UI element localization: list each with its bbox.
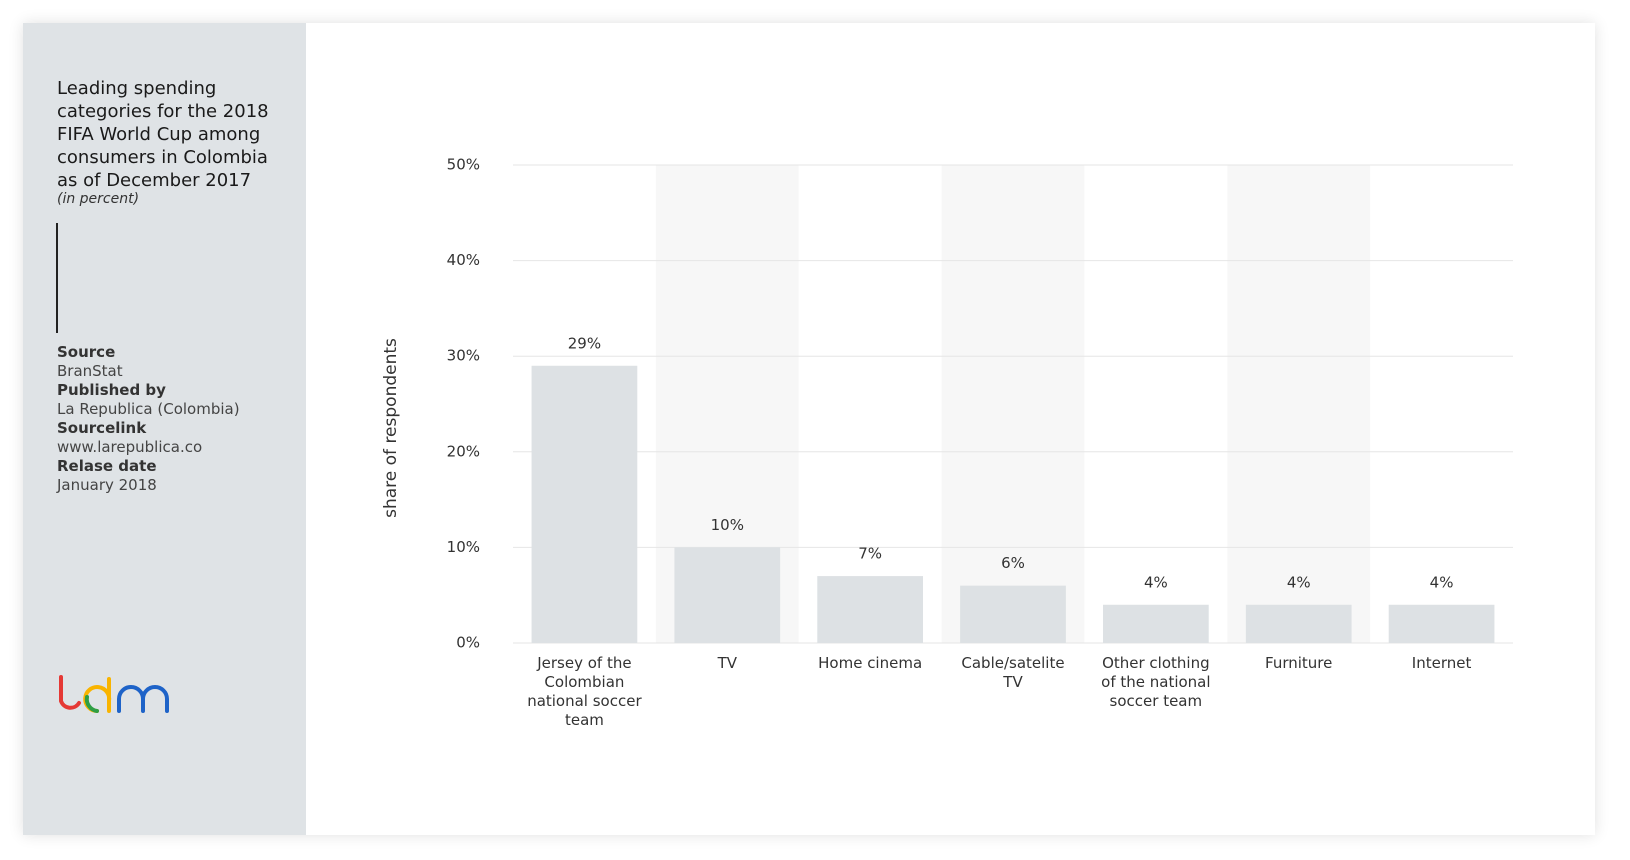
- divider: [56, 223, 58, 333]
- value-label: 7%: [858, 545, 882, 563]
- bar: [817, 576, 923, 643]
- x-tick-label: Internet: [1411, 654, 1472, 672]
- bar: [1245, 604, 1352, 643]
- value-label: 29%: [568, 334, 601, 352]
- subtitle: (in percent): [57, 191, 140, 207]
- y-tick-label: 10%: [447, 538, 480, 556]
- x-tick-label: Furniture: [1265, 654, 1333, 672]
- sidebar: Leading spending categories for the 2018…: [23, 23, 306, 835]
- y-tick-label: 40%: [447, 251, 480, 269]
- source-label: Source: [57, 343, 116, 361]
- x-tick-label: Cable/satelite TV: [961, 654, 1065, 691]
- bar: [531, 365, 638, 643]
- y-tick-label: 0%: [456, 634, 480, 652]
- release-label: Relase date: [57, 457, 157, 475]
- value-label: 4%: [1144, 573, 1168, 591]
- y-axis-label: share of respondents: [381, 338, 401, 518]
- x-tick-label: Home cinema: [818, 654, 923, 672]
- card: Leading spending categories for the 2018…: [23, 23, 1595, 835]
- source: BranStat: [57, 362, 123, 380]
- sourcelink[interactable]: www.larepublica.co: [57, 438, 203, 456]
- value-label: 4%: [1287, 573, 1311, 591]
- published: La Republica (Colombia): [57, 400, 240, 418]
- y-tick-label: 50%: [447, 156, 480, 174]
- y-tick-label: 20%: [447, 442, 480, 460]
- column-band: [941, 165, 1085, 643]
- bar: [960, 585, 1066, 643]
- x-tick-label: TV: [717, 654, 737, 672]
- column-band: [1227, 165, 1371, 643]
- bar: [1388, 604, 1495, 643]
- title: Leading spending categories for the 2018…: [57, 78, 269, 191]
- release: January 2018: [57, 476, 157, 494]
- sourcelink-label: Sourcelink: [57, 419, 147, 437]
- x-tick-label: Jersey of the Colombian national soccer …: [527, 654, 642, 729]
- bar: [674, 547, 781, 643]
- meta: Source BranStat Published by La Republic…: [57, 343, 240, 495]
- value-label: 4%: [1430, 573, 1454, 591]
- y-tick-label: 30%: [447, 347, 480, 365]
- value-label: 6%: [1001, 554, 1025, 572]
- published-label: Published by: [57, 381, 166, 399]
- chart: share of respondents 0% 10% 20% 30% 40% 50% 29…: [381, 156, 1513, 652]
- bar: [1103, 604, 1209, 643]
- logo: [59, 675, 169, 713]
- value-label: 10%: [711, 516, 744, 534]
- x-tick-label: Other clothing of the national soccer te…: [1101, 654, 1211, 710]
